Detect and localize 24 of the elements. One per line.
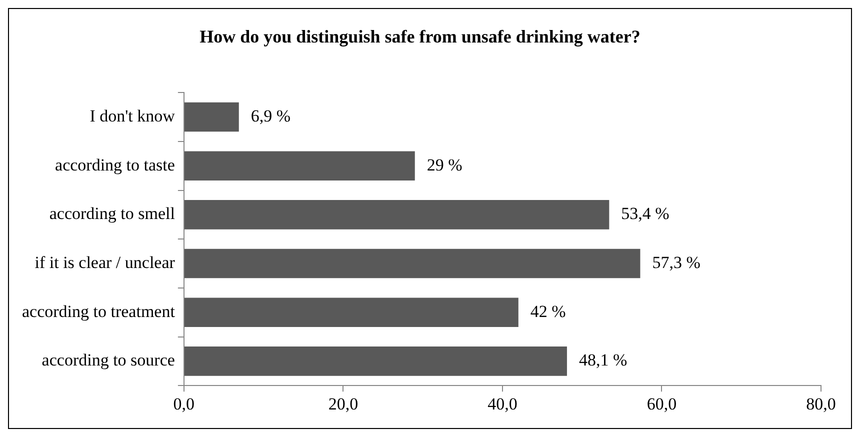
bar [184, 248, 640, 278]
chart-title: How do you distinguish safe from unsafe drinking water? [200, 26, 640, 46]
bar [184, 298, 518, 327]
y-tick-label: according to smell [49, 204, 176, 224]
y-tick-label: I don't know [90, 106, 176, 126]
data-label: 57,3 % [652, 252, 700, 272]
data-label: 53,4 % [621, 204, 670, 224]
data-label: 6,9 % [250, 106, 291, 126]
data-label: 48,1 % [578, 350, 628, 370]
data-label: 42 % [530, 302, 566, 321]
bar [184, 102, 239, 132]
y-tick-label: according to treatment [22, 302, 176, 321]
bar [184, 151, 415, 180]
y-tick-label: according to source [42, 350, 175, 370]
data-label: 29 % [426, 155, 462, 174]
y-tick-label: according to taste [55, 155, 175, 174]
y-tick-label: if it is clear / unclear [34, 252, 176, 272]
bar [184, 346, 567, 376]
x-tick-label: 80,0 [806, 394, 836, 414]
x-tick-label: 20,0 [328, 394, 358, 414]
x-tick-label: 60,0 [646, 394, 677, 414]
x-tick-label: 40,0 [488, 394, 518, 414]
bar [184, 200, 610, 230]
x-tick-label: 0,0 [173, 394, 195, 414]
